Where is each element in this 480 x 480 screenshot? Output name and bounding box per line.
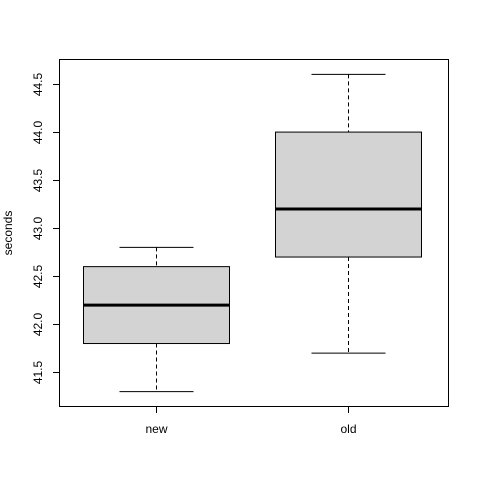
y-axis-label: seconds	[1, 211, 15, 256]
x-tick-label: new	[145, 422, 167, 436]
iqr-box	[275, 131, 422, 258]
y-tick-label: 43.0	[31, 216, 45, 240]
y-tick-label: 41.5	[31, 360, 45, 384]
y-tick-label: 44.0	[31, 120, 45, 144]
x-tick-label: old	[340, 422, 356, 436]
y-tick-label: 42.0	[31, 312, 45, 336]
x-axis: new old	[145, 406, 357, 436]
plot-frame	[59, 59, 449, 407]
y-tick-label: 42.5	[31, 264, 45, 288]
box-group	[83, 73, 422, 393]
y-tick-label: 44.5	[31, 72, 45, 96]
y-tick-label: 43.5	[31, 168, 45, 192]
y-axis: 41.5 42.0 42.5 43.0 43.5 44.0 44.5	[31, 72, 60, 384]
box-new	[83, 246, 230, 393]
box-old	[275, 73, 422, 354]
